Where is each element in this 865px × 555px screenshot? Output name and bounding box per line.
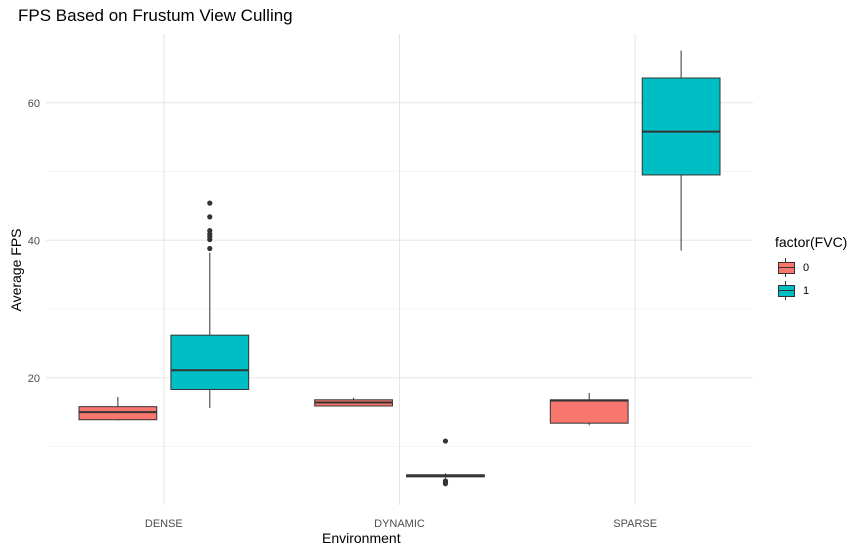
legend-label-0: 0 — [803, 261, 810, 274]
y-tick-label: 20 — [28, 373, 40, 385]
chart-title: FPS Based on Frustum View Culling — [18, 6, 293, 25]
legend: factor(FVC) 0 1 — [775, 234, 847, 302]
legend-key-0 — [775, 256, 797, 279]
legend-title: factor(FVC) — [775, 234, 848, 250]
box-dense-1 — [170, 334, 250, 390]
y-tick-label: 40 — [28, 235, 40, 247]
legend-key-1 — [775, 279, 797, 302]
outlier-point — [207, 200, 213, 206]
y-tick-label: 60 — [28, 98, 40, 110]
box-sparse-1 — [641, 77, 721, 176]
x-axis-title: Environment — [322, 530, 401, 546]
outlier-point — [442, 478, 449, 484]
outlier-point — [442, 438, 449, 444]
legend-item-1: 1 — [775, 279, 847, 302]
legend-label-1: 1 — [803, 284, 810, 297]
outlier-point — [207, 245, 213, 252]
legend-item-0: 0 — [775, 256, 847, 279]
x-tick-label: SPARSE — [613, 518, 657, 530]
x-tick-label: DYNAMIC — [374, 518, 425, 530]
outlier-point — [207, 214, 213, 220]
box-sparse-0 — [549, 399, 629, 424]
box-dense-0 — [78, 406, 158, 421]
x-tick-label: DENSE — [145, 518, 183, 530]
outlier-point — [207, 228, 213, 234]
